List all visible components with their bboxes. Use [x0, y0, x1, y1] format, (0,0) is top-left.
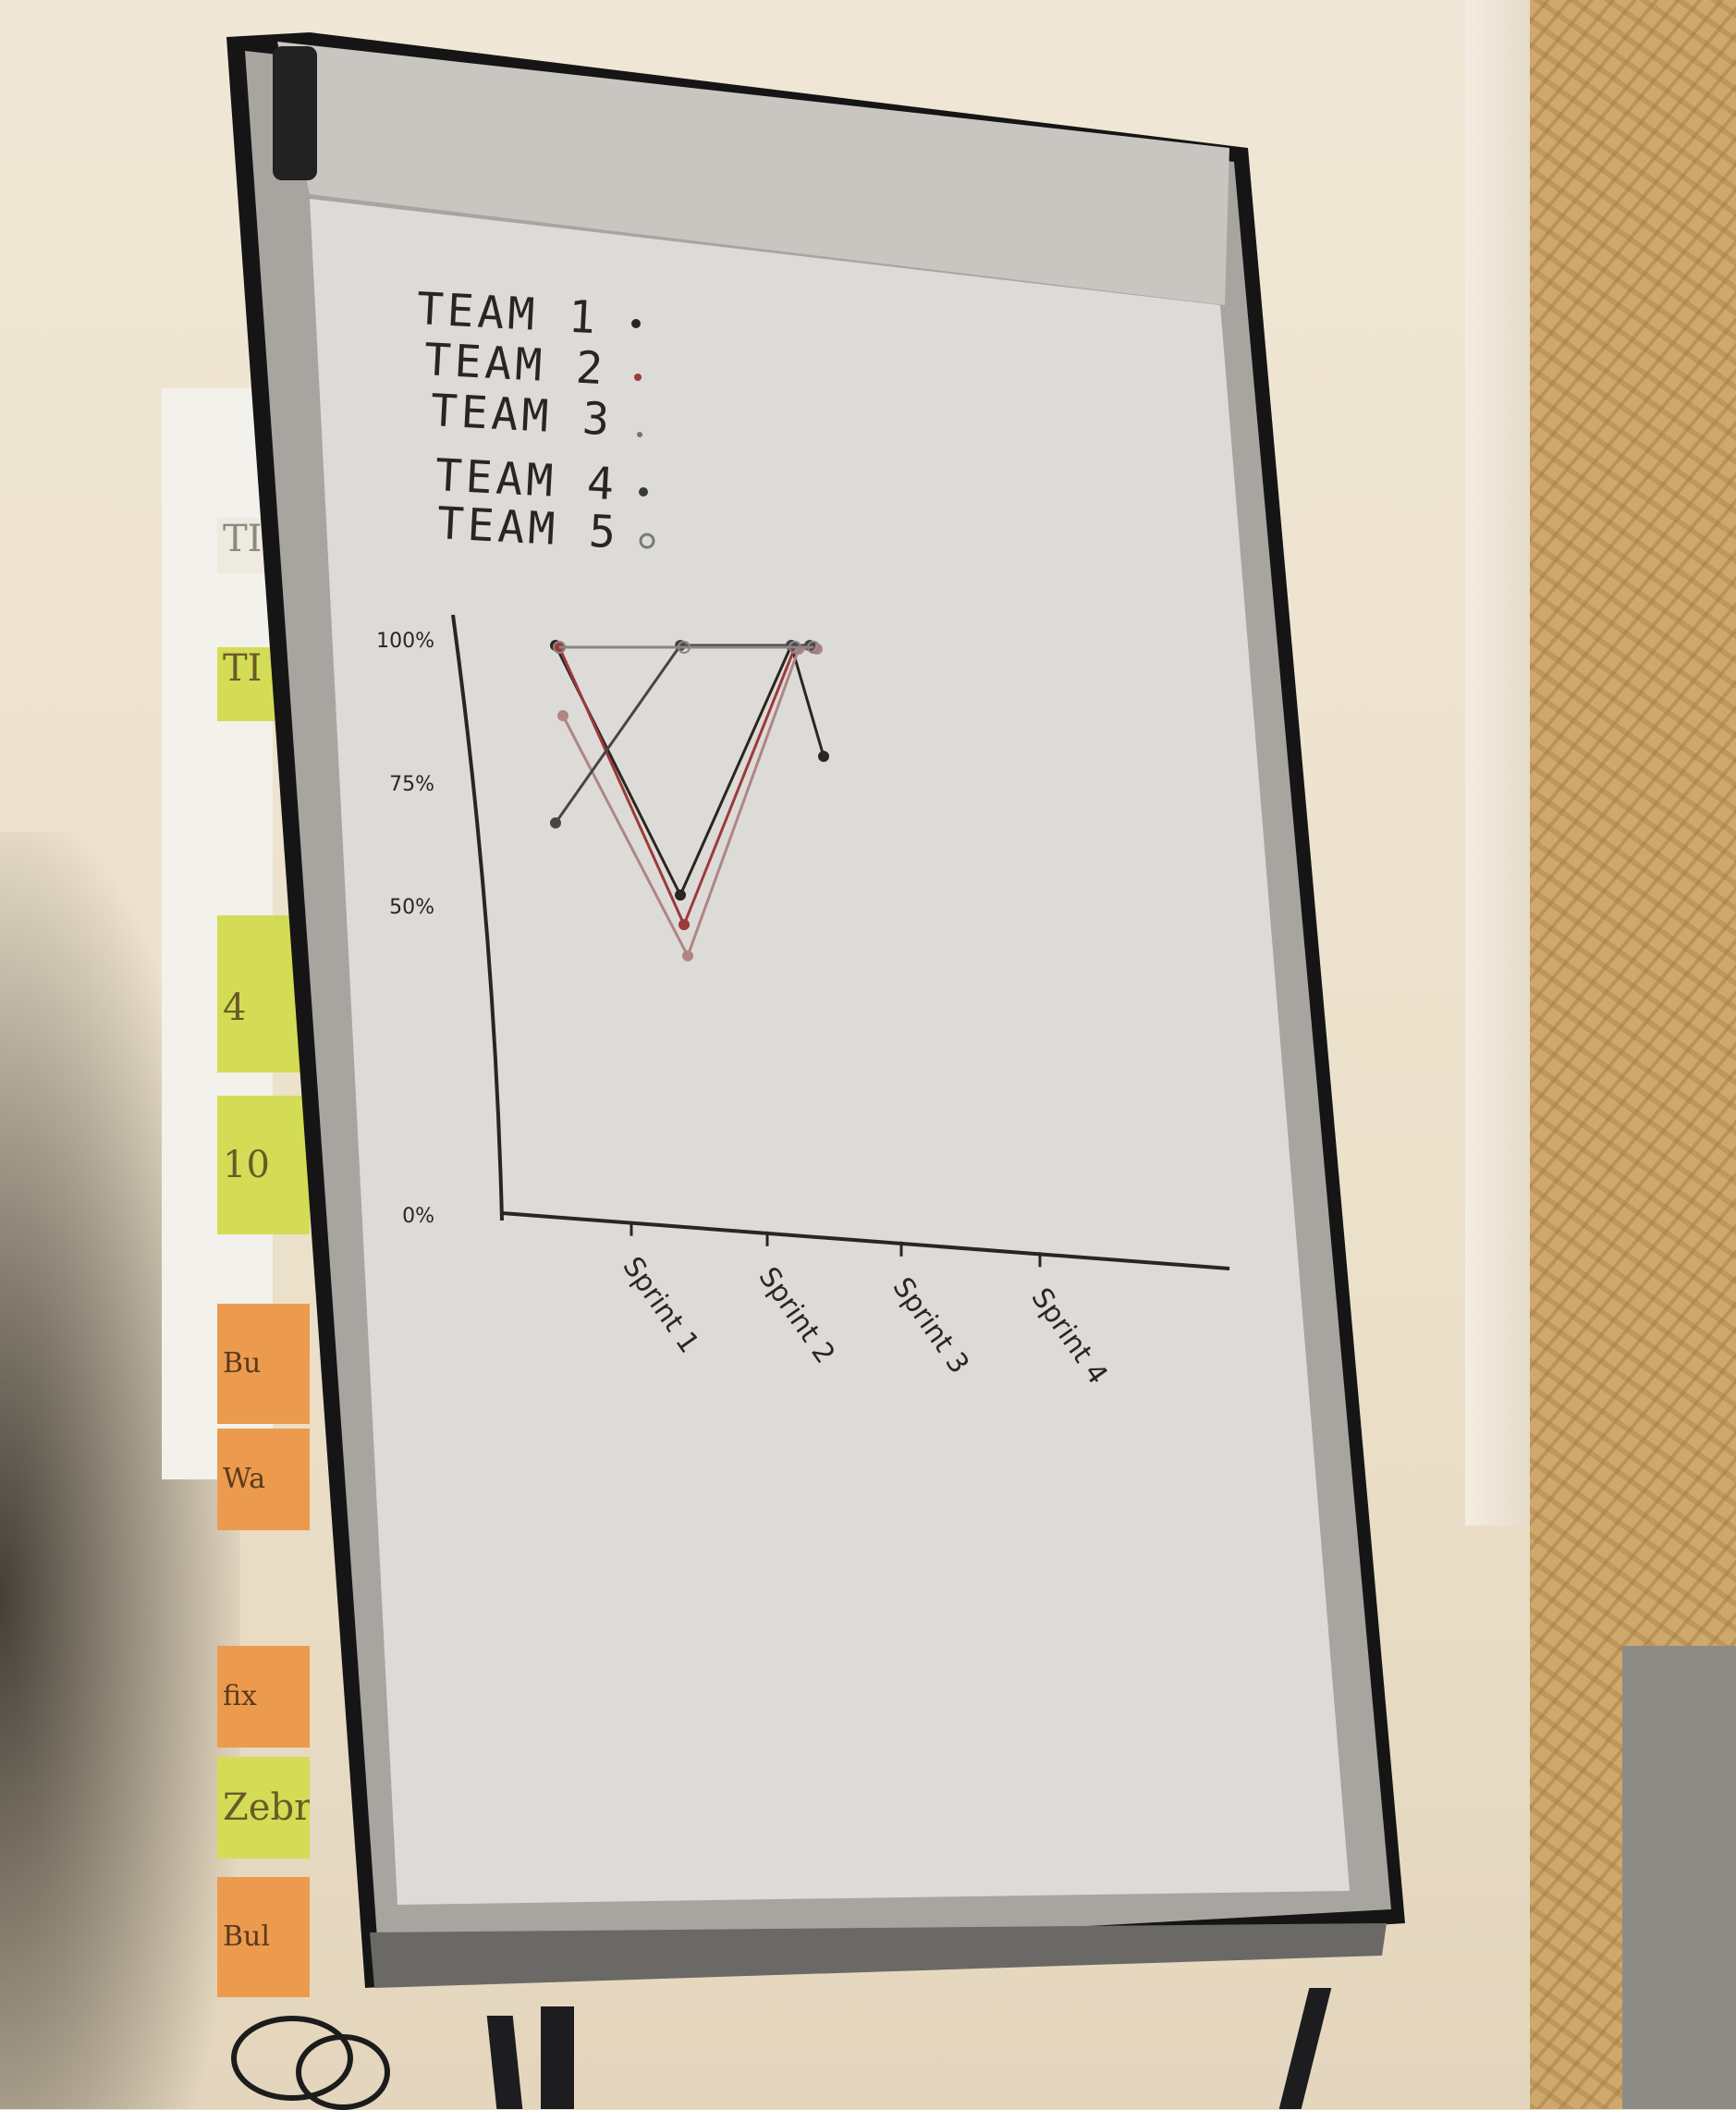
cable [296, 2034, 390, 2110]
legend-marker [631, 319, 641, 328]
sticky-note: fix [217, 1646, 310, 1748]
y-tick-label: 75% [389, 773, 434, 796]
paper-pad [310, 199, 1350, 1905]
legend-marker [639, 533, 655, 549]
data-point [675, 889, 686, 901]
legend-label: TEAM 1 [415, 283, 600, 344]
legend-marker [639, 487, 648, 497]
data-point [557, 710, 568, 721]
legend-label: TEAM 5 [435, 497, 620, 558]
sticky-note: Wa [217, 1429, 310, 1530]
y-tick-label: 100% [376, 630, 434, 653]
x-tick-label: Sprint 4 [1024, 1282, 1113, 1391]
clamp [273, 46, 317, 180]
legend-marker [634, 374, 642, 381]
series-line [554, 644, 810, 824]
grey-cabinet [1622, 1646, 1736, 2109]
series-line [554, 641, 825, 899]
easel-leg [541, 2006, 574, 2109]
sticky-note: Bu [217, 1304, 310, 1424]
data-point [807, 641, 820, 654]
door-frame [1465, 0, 1530, 1526]
sticky-note: 10 [217, 1096, 310, 1234]
data-point [818, 751, 829, 762]
legend-label: TEAM 3 [429, 385, 614, 446]
data-point [679, 919, 690, 930]
x-tick-label: Sprint 2 [752, 1261, 840, 1369]
data-point [678, 641, 691, 654]
data-point [553, 641, 566, 654]
data-point [789, 641, 801, 654]
top-flap [277, 42, 1229, 305]
legend-label: TEAM 4 [434, 449, 618, 510]
x-tick-label: Sprint 1 [616, 1251, 704, 1359]
legend-marker [637, 432, 642, 437]
y-tick-label: 0% [402, 1205, 434, 1228]
legend-label: TEAM 2 [422, 334, 607, 395]
data-point [682, 950, 693, 962]
x-axis [501, 1211, 1230, 1270]
sticky-note: 4 [217, 915, 310, 1073]
y-axis [451, 614, 504, 1221]
data-point [550, 817, 561, 828]
y-tick-label: 50% [389, 896, 434, 919]
sticky-note: Zebr [217, 1757, 310, 1859]
sticky-note: Bul [217, 1877, 310, 1997]
marker-tray [370, 1923, 1387, 1988]
x-tick-label: Sprint 3 [886, 1271, 974, 1380]
